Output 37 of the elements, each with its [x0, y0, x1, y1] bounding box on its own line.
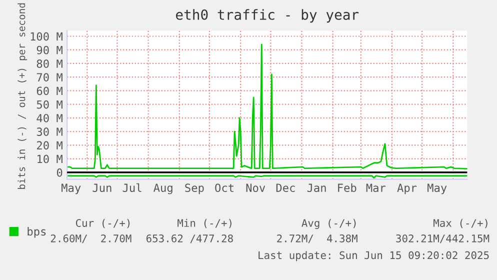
text: Last update: Sun Jun 15 09:20:02 2025	[258, 251, 489, 262]
x-tick-label: Sep	[185, 184, 204, 194]
y-tick-label: 40 M	[36, 114, 62, 122]
legend-label: bps	[28, 227, 46, 238]
y-tick-label: 90 M	[36, 46, 62, 54]
y-tick-label: 30 M	[36, 128, 62, 136]
text: 653.62 /477.28	[146, 234, 233, 244]
x-tick-label: Jun	[92, 184, 112, 192]
y-tick-label: 0	[56, 168, 62, 177]
x-tick-label: Oct	[215, 184, 234, 192]
line-series	[67, 44, 468, 170]
x-tick-label: May	[428, 184, 447, 194]
y-tick-label: 80 M	[36, 59, 62, 68]
text: Min (-/+)	[178, 218, 232, 228]
y-tick-label: 60 M	[36, 86, 62, 96]
y-tick-label: 70 M	[36, 73, 62, 82]
y-axis-title: bits in (-) / out (+) per second	[18, 3, 28, 189]
y-tick-label: 20 M	[36, 141, 62, 150]
y-tick-label: 100 M	[30, 32, 62, 41]
x-tick-label: Jan	[307, 184, 326, 192]
x-tick-label: Jul	[122, 183, 142, 192]
x-tick-label: Nov	[246, 184, 266, 192]
x-tick-label: May	[62, 184, 81, 194]
text: 2.72M/ 4.38M	[277, 234, 358, 244]
text: Avg (-/+)	[302, 218, 356, 230]
x-tick-label: Feb	[338, 183, 356, 192]
x-tick-label: Dec	[276, 184, 295, 192]
text: Max (-/+)	[434, 218, 488, 228]
x-tick-label: Aug	[154, 184, 172, 194]
text: 2.60M/ 2.70M	[50, 234, 132, 244]
text: Cur (-/+)	[76, 218, 130, 228]
y-tick-label: 10 M	[38, 154, 62, 164]
text: 302.21M/442.15M	[396, 234, 490, 244]
chart-title: eth0 traffic - by year	[176, 9, 359, 23]
x-tick-label: Apr	[397, 184, 417, 194]
y-tick-label: 50 M	[36, 100, 62, 109]
x-tick-label: Mar	[366, 184, 386, 192]
